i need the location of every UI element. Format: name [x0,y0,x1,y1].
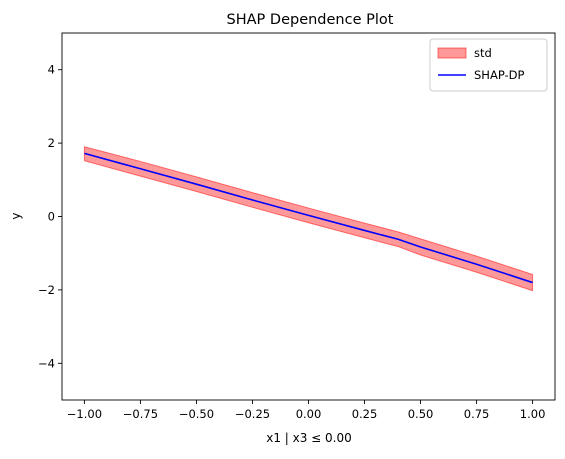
x-tick-label: 0.25 [352,407,378,421]
x-tick-label: 0.50 [408,407,434,421]
x-tick-label: 0.75 [464,407,490,421]
legend-box [429,38,548,92]
x-tick-label: −0.25 [235,407,270,421]
x-tick-label: −1.00 [67,407,102,421]
shap-dp-line [84,152,533,284]
plot-area [83,146,534,292]
y-tick-label: 2 [48,136,55,150]
y-tick-label: 4 [48,63,55,77]
y-axis-label: y [9,212,23,219]
x-tick-label: −0.75 [123,407,158,421]
chart-title: SHAP Dependence Plot [227,12,394,28]
y-tick-label: 0 [48,210,55,224]
std-band [83,146,534,292]
x-tick-label: 1.00 [520,407,546,421]
x-axis-label: x1 | x3 ≤ 0.00 [266,431,352,445]
x-tick-label: 0.00 [296,407,322,421]
legend-label: std [474,46,492,60]
y-tick-label: −2 [38,283,55,297]
y-tick-label: −4 [38,356,55,370]
axes: −1.00 −0.75 −0.50 −0.25 0.00 0.25 0.50 0.75 1.00… [38,32,556,421]
legend-swatch-std [437,47,467,59]
x-tick-label: −0.50 [179,407,214,421]
legend-label: SHAP-DP [474,68,525,82]
legend: std SHAP-DP [429,38,548,92]
